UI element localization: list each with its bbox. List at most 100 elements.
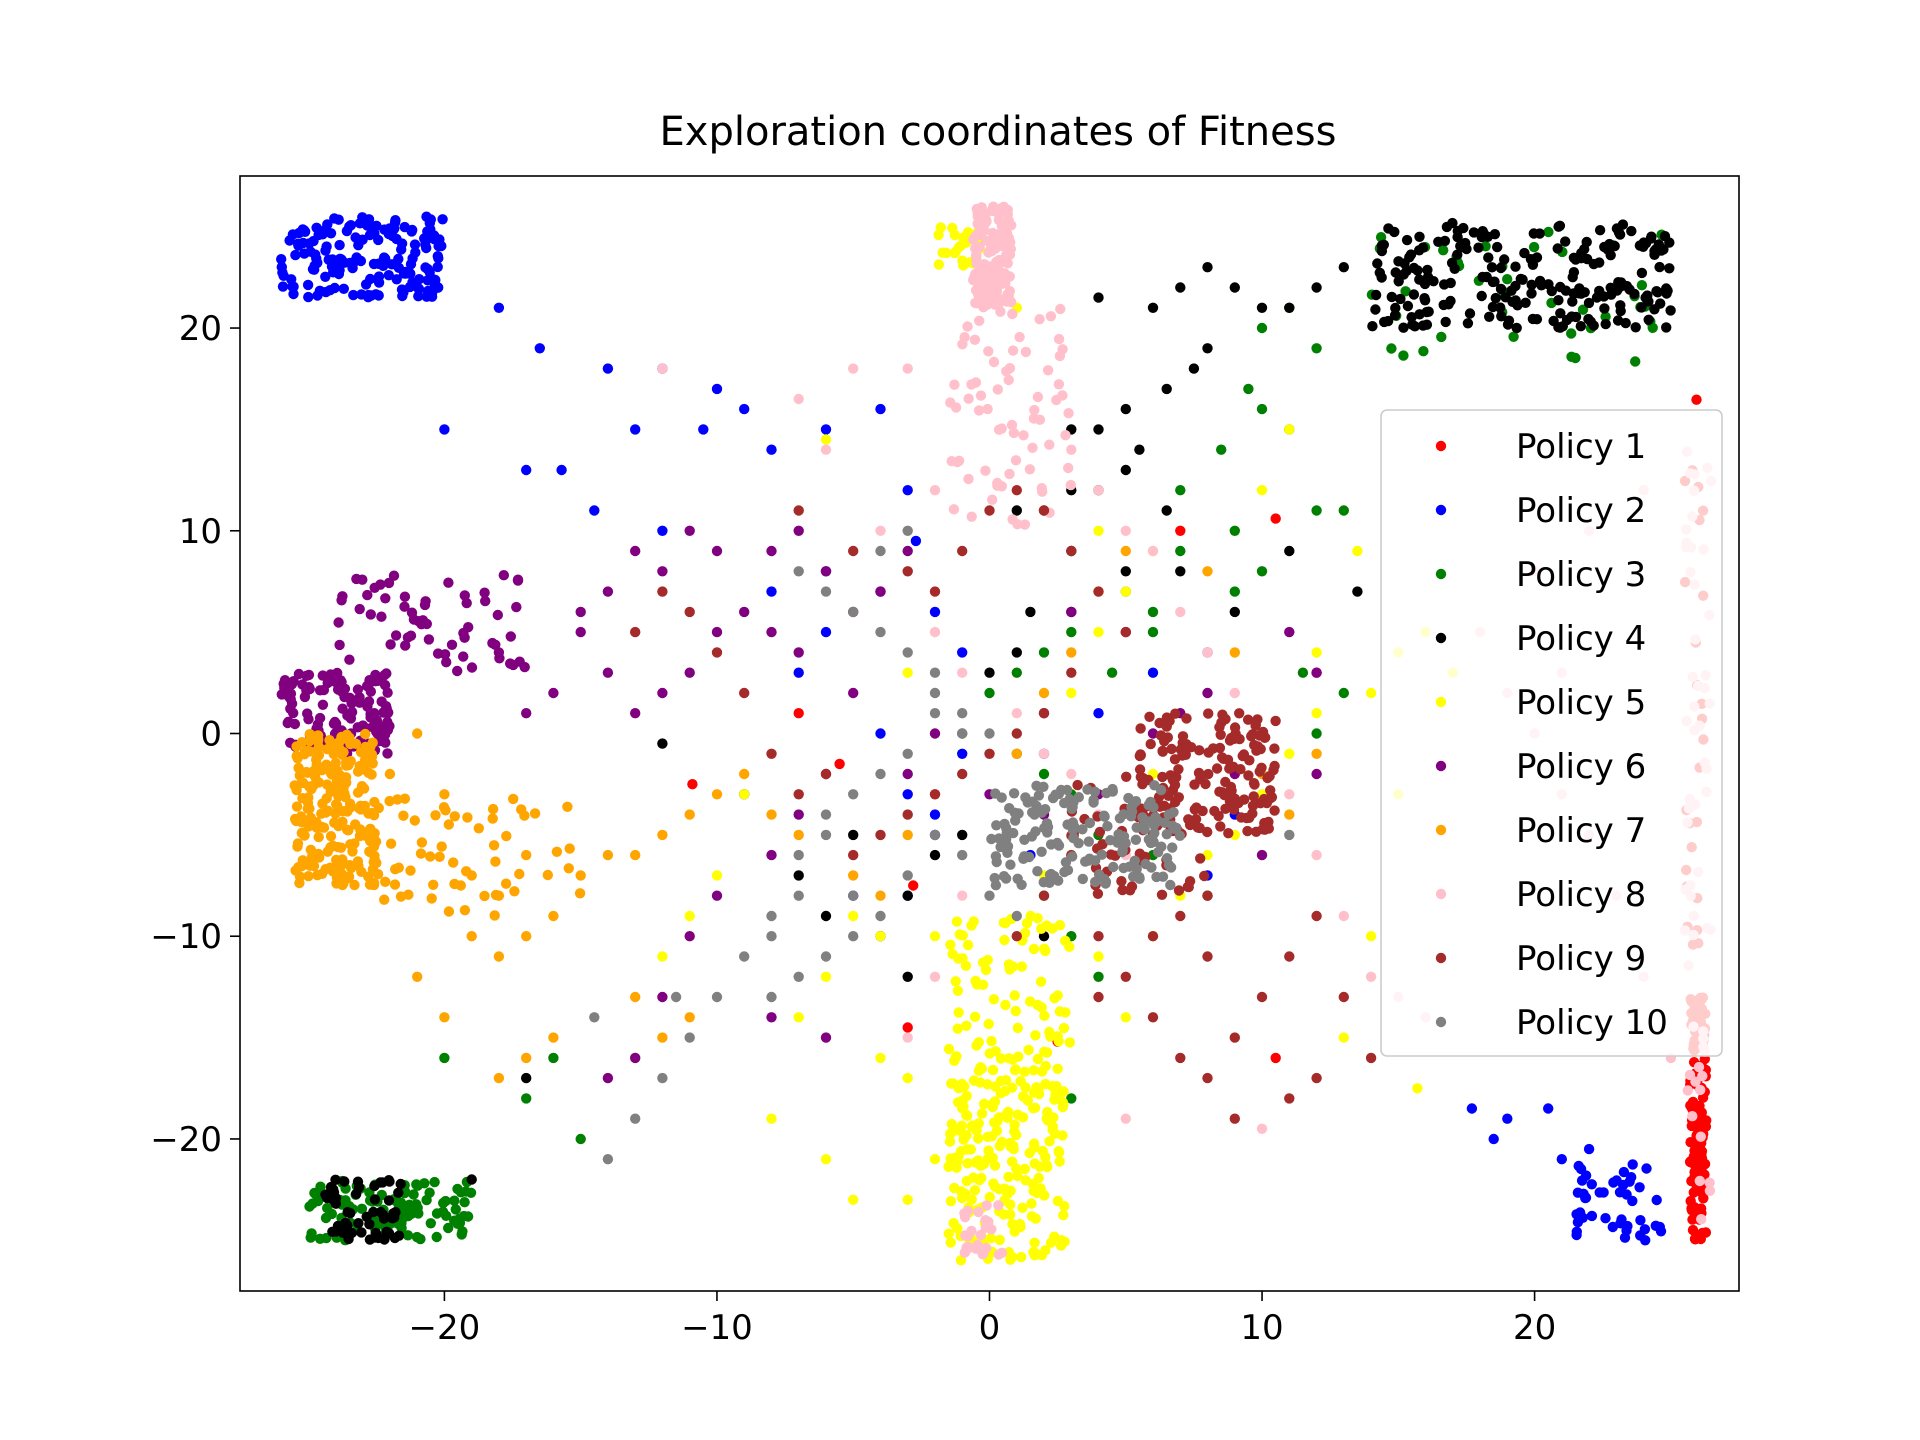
data-point	[1579, 287, 1590, 298]
data-point	[957, 768, 968, 780]
data-point	[439, 1052, 450, 1064]
data-point	[1269, 805, 1280, 816]
data-point	[1254, 730, 1265, 741]
data-point	[957, 1095, 968, 1106]
data-point	[1066, 1093, 1077, 1104]
data-point	[466, 931, 477, 942]
data-point	[1028, 943, 1040, 955]
data-point	[492, 609, 503, 621]
data-point	[987, 1064, 999, 1076]
data-point	[373, 802, 384, 814]
data-point	[1157, 745, 1168, 757]
data-point	[377, 1177, 388, 1188]
data-point	[1507, 296, 1518, 307]
data-point	[1691, 394, 1702, 405]
data-point	[1695, 1131, 1707, 1142]
data-point	[902, 363, 913, 374]
data-point	[1621, 1225, 1632, 1236]
data-point	[334, 239, 345, 251]
data-point	[951, 1162, 962, 1173]
data-point	[1058, 1210, 1069, 1221]
data-point	[1093, 931, 1104, 942]
data-point	[1175, 606, 1186, 618]
data-point	[739, 768, 750, 780]
data-point	[1175, 566, 1186, 577]
data-point	[1528, 241, 1540, 253]
data-point	[1511, 322, 1522, 334]
data-point	[508, 793, 519, 805]
data-point	[1440, 316, 1451, 328]
series-policy-10	[589, 525, 1295, 1165]
data-point	[1072, 779, 1083, 791]
data-point	[403, 889, 414, 900]
data-point	[412, 728, 423, 739]
data-point	[1163, 859, 1175, 871]
data-point	[309, 771, 321, 782]
data-point	[1032, 391, 1044, 403]
data-point	[277, 267, 288, 278]
data-point	[353, 1218, 364, 1229]
data-point	[1594, 285, 1605, 297]
data-point	[793, 971, 804, 982]
data-point	[988, 260, 1000, 272]
data-point	[1011, 667, 1022, 678]
data-point	[314, 712, 326, 724]
legend-label: Policy 2	[1516, 491, 1646, 531]
data-point	[350, 738, 362, 749]
data-point	[989, 1117, 1000, 1128]
data-point	[1054, 1156, 1065, 1167]
data-point	[875, 728, 886, 739]
data-point	[1044, 1136, 1055, 1147]
data-point	[1012, 1022, 1023, 1034]
data-point	[487, 813, 498, 824]
data-point	[421, 1194, 432, 1206]
data-point	[1093, 951, 1104, 962]
data-point	[336, 860, 347, 871]
data-point	[369, 708, 380, 719]
data-point	[514, 868, 525, 880]
data-point	[996, 481, 1007, 492]
data-point	[1613, 227, 1625, 238]
data-point	[987, 494, 998, 505]
data-point	[848, 363, 859, 374]
data-point	[1014, 331, 1025, 343]
data-point	[1112, 837, 1123, 848]
data-point	[391, 274, 402, 285]
y-tick-label: −20	[150, 1120, 222, 1160]
data-point	[929, 586, 941, 597]
data-point	[1352, 545, 1363, 557]
data-point	[1006, 419, 1018, 431]
data-point	[411, 1179, 422, 1190]
data-point	[875, 768, 886, 780]
data-point	[1642, 290, 1653, 301]
data-point	[1249, 779, 1260, 790]
data-point	[962, 1110, 973, 1122]
data-point	[1462, 318, 1474, 329]
data-point	[1665, 305, 1676, 316]
data-point	[990, 1081, 1001, 1092]
data-point	[1147, 931, 1159, 942]
data-point	[556, 464, 567, 476]
data-point	[1066, 647, 1077, 658]
data-point	[1010, 1005, 1021, 1017]
data-point	[657, 566, 668, 577]
data-point	[1214, 722, 1225, 733]
data-point	[384, 768, 396, 780]
data-point	[1093, 708, 1104, 719]
data-point	[793, 829, 804, 841]
data-point	[1202, 1072, 1213, 1084]
data-point	[1067, 801, 1078, 813]
data-point	[448, 857, 459, 868]
data-point	[352, 684, 364, 695]
data-point	[945, 1128, 956, 1140]
data-point	[967, 1120, 978, 1131]
data-point	[1011, 931, 1022, 942]
data-point	[1003, 374, 1014, 386]
data-point	[848, 890, 859, 901]
data-point	[1147, 302, 1159, 313]
data-point	[976, 1108, 988, 1119]
data-point	[848, 931, 859, 942]
data-point	[1161, 712, 1173, 723]
data-point	[1311, 343, 1322, 354]
data-point	[977, 957, 989, 968]
